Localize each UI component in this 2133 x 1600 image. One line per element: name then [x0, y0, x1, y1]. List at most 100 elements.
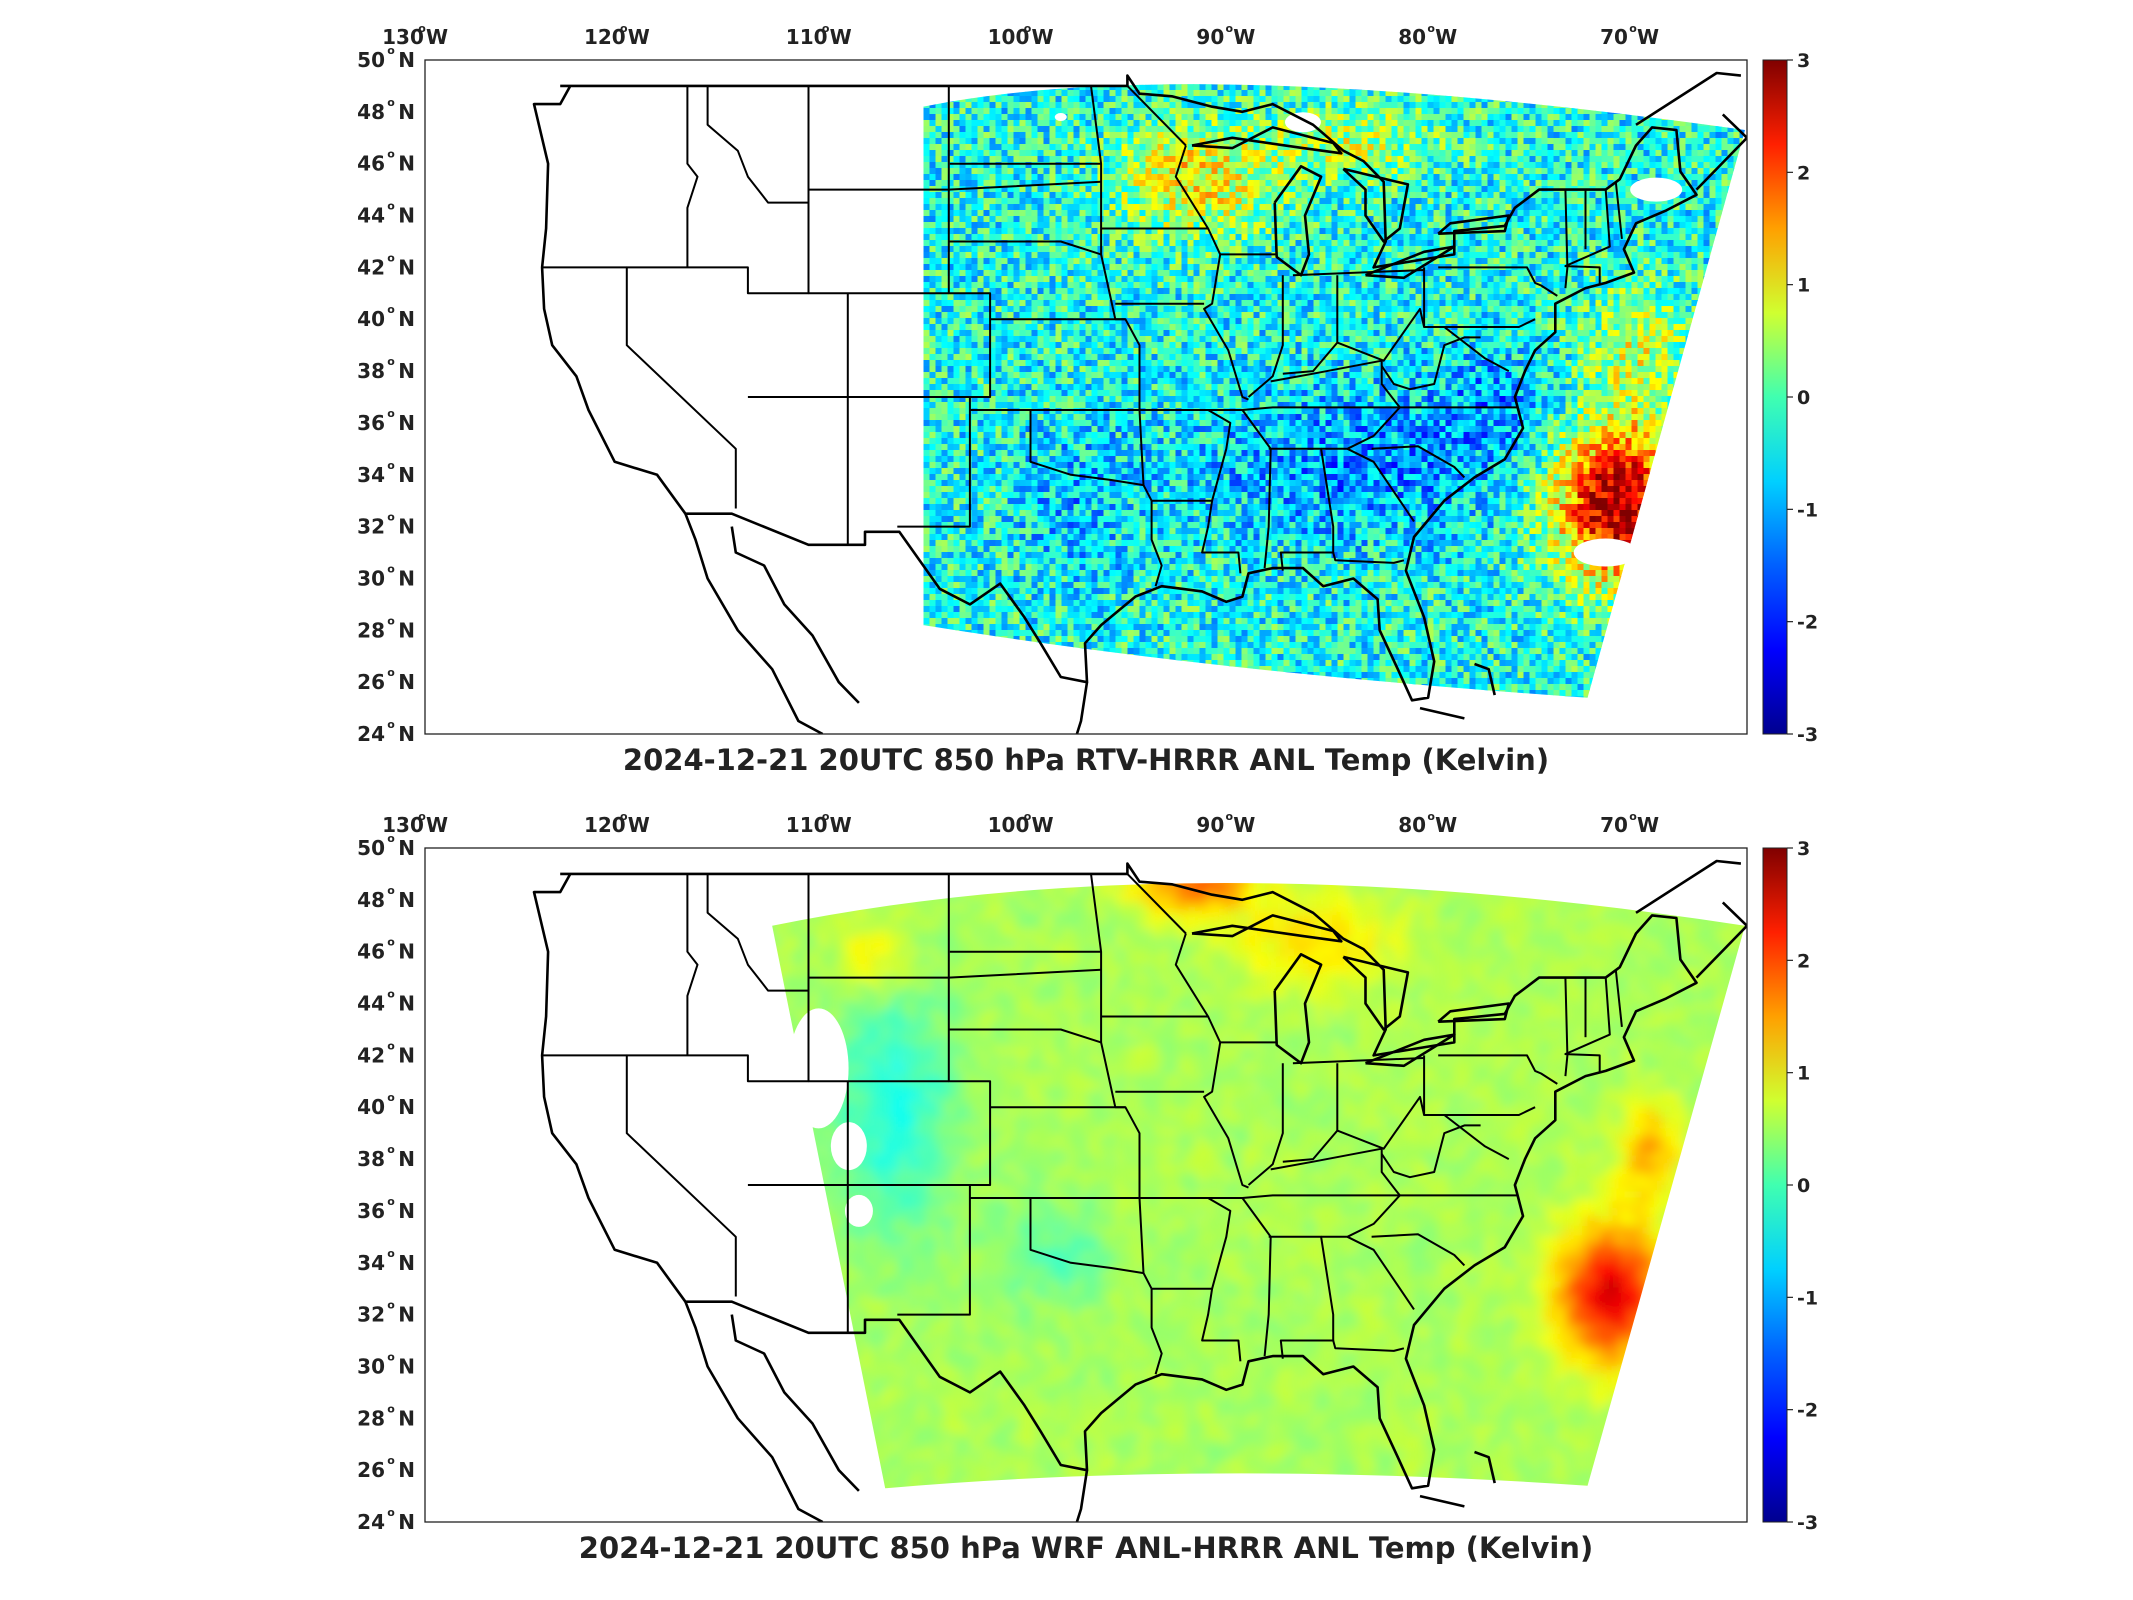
lat-hemisphere: N — [398, 1303, 415, 1327]
colorbar-tick-label: 1 — [1797, 1063, 1810, 1085]
map-frame — [424, 847, 1748, 1523]
lat-tick-label: 36 o N — [357, 1195, 415, 1223]
lat-hemisphere: N — [398, 204, 415, 228]
lake-erie — [1365, 245, 1456, 280]
lat-tick-value: 30 — [357, 566, 385, 590]
lat-tick-value: 44 — [357, 204, 385, 228]
lat-hemisphere: N — [398, 1043, 415, 1067]
state-border — [1371, 445, 1466, 479]
lat-tick-value: 42 — [357, 255, 385, 279]
lon-hemisphere: W — [1435, 813, 1457, 837]
colorbar-tick-label: -1 — [1797, 1287, 1818, 1309]
state-border — [625, 85, 810, 509]
lat-tick-label: 40 o N — [357, 1091, 415, 1119]
lon-tick-label: 90 o W — [1196, 810, 1255, 837]
state-border — [969, 1197, 1144, 1275]
state-border — [948, 1028, 1102, 1044]
lat-hemisphere: N — [398, 722, 415, 746]
lon-tick-value: 110 — [786, 813, 828, 837]
lon-tick-value: 80 — [1398, 25, 1426, 49]
lat-hemisphere: N — [398, 566, 415, 590]
lon-tick-value: 130 — [382, 25, 424, 49]
degree-symbol: o — [387, 303, 395, 316]
lake-erie — [1365, 1033, 1456, 1068]
baja-coast — [684, 513, 824, 734]
lat-hemisphere: N — [398, 1251, 415, 1275]
state-border — [1332, 1340, 1405, 1352]
degree-symbol: o — [418, 810, 426, 823]
degree-symbol: o — [387, 1350, 395, 1363]
lon-hemisphere: W — [628, 25, 650, 49]
gulf-california-coast — [730, 526, 860, 704]
colorbar-tick-label: 3 — [1797, 50, 1810, 72]
lat-tick-label: 50 o N — [357, 44, 415, 72]
lat-tick-label: 30 o N — [357, 1350, 415, 1378]
degree-symbol: o — [387, 1506, 395, 1519]
state-border — [948, 240, 1102, 256]
state-border — [1270, 1147, 1401, 1197]
lon-hemisphere: W — [628, 813, 650, 837]
state-border — [1270, 359, 1401, 409]
degree-symbol: o — [387, 511, 395, 524]
lake-ontario — [1437, 1002, 1511, 1023]
degree-symbol: o — [387, 1299, 395, 1312]
panel-title: 2024-12-21 20UTC 850 hPa WRF ANL-HRRR AN… — [579, 1531, 1593, 1565]
degree-symbol: o — [387, 459, 395, 472]
state-border — [1336, 1055, 1426, 1150]
lat-tick-value: 26 — [357, 1458, 385, 1482]
degree-symbol: o — [387, 562, 395, 575]
state-border — [1438, 266, 1558, 297]
degree-symbol: o — [387, 666, 395, 679]
lat-tick-value: 40 — [357, 307, 385, 331]
bahamas — [1419, 1494, 1465, 1508]
lat-tick-value: 24 — [357, 722, 385, 746]
degree-symbol: o — [822, 22, 830, 35]
lake-superior — [1191, 126, 1343, 155]
lat-tick-value: 32 — [357, 1303, 385, 1327]
lat-tick-label: 26 o N — [357, 666, 415, 694]
bahamas-north — [1474, 662, 1496, 696]
lat-tick-value: 36 — [357, 411, 385, 435]
lat-hemisphere: N — [398, 992, 415, 1016]
lon-tick-value: 120 — [584, 25, 626, 49]
state-border — [1207, 409, 1232, 501]
state-border — [1424, 1106, 1536, 1116]
lat-tick-label: 26 o N — [357, 1454, 415, 1482]
state-border — [625, 873, 810, 1297]
lon-tick-value: 120 — [584, 813, 626, 837]
lat-tick-value: 24 — [357, 1510, 385, 1534]
lat-hemisphere: N — [398, 515, 415, 539]
lat-tick-label: 40 o N — [357, 303, 415, 331]
lake-ontario — [1437, 214, 1511, 235]
missing-data-gap — [1630, 177, 1683, 202]
degree-symbol: o — [387, 148, 395, 161]
degree-symbol: o — [1629, 810, 1637, 823]
state-border — [1564, 189, 1569, 289]
state-border — [1268, 1235, 1335, 1359]
missing-data-gap — [1284, 112, 1321, 133]
degree-symbol: o — [1024, 810, 1032, 823]
st-lawrence-coast — [1635, 859, 1742, 914]
colorbar-tick-label: -2 — [1797, 612, 1818, 634]
degree-symbol: o — [387, 1091, 395, 1104]
lat-hemisphere: N — [398, 1406, 415, 1430]
lon-tick-label: 90 o W — [1196, 22, 1255, 49]
map-outlines — [532, 71, 1747, 734]
state-border — [1101, 933, 1210, 1018]
missing-data-gap — [1573, 538, 1638, 567]
lon-hemisphere: W — [1637, 25, 1659, 49]
state-border — [1380, 336, 1481, 391]
anomaly-field — [923, 84, 1745, 698]
state-border — [1247, 275, 1284, 398]
lat-tick-label: 28 o N — [357, 1402, 415, 1430]
degree-symbol: o — [418, 22, 426, 35]
lat-hemisphere: N — [398, 1510, 415, 1534]
degree-symbol: o — [387, 614, 395, 627]
lat-hemisphere: N — [398, 940, 415, 964]
state-border — [1292, 1057, 1425, 1065]
lon-hemisphere: W — [426, 813, 448, 837]
